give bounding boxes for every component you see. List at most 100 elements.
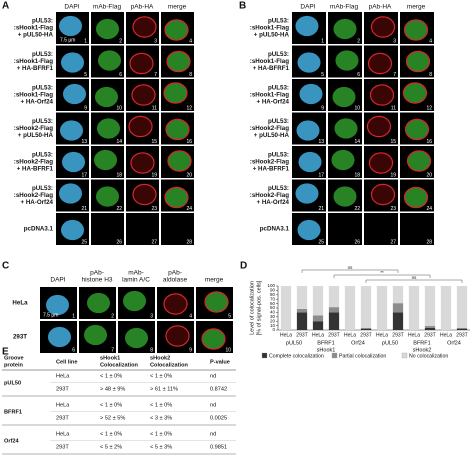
signal-green	[95, 18, 120, 40]
group-label: Orf24	[351, 340, 365, 346]
table-cell: pUL50	[4, 380, 21, 386]
image-number: 23	[151, 206, 157, 212]
bar-segment	[280, 286, 292, 330]
signal-green	[403, 82, 427, 104]
nucleus	[62, 83, 87, 105]
table-cell: < 1 ± 0%	[100, 373, 122, 379]
row-label: + pUL50-HA	[18, 32, 54, 39]
image-number: 14	[116, 139, 122, 145]
image-number: 4	[429, 38, 432, 44]
legend-swatch	[331, 352, 338, 359]
nucleus	[60, 219, 85, 241]
image-number: 8	[429, 72, 432, 78]
nucleus	[58, 183, 83, 204]
y-tick-label: 90	[270, 288, 276, 293]
signal-red	[128, 115, 153, 138]
image-number: 28	[186, 239, 192, 245]
signal-green	[93, 149, 118, 171]
row-label: :sHook2-Flag	[250, 192, 289, 199]
image-number: 10	[116, 105, 122, 111]
bar-segment	[312, 321, 324, 330]
legend-label: Partial colocalization	[339, 353, 386, 359]
table-cell: 293T	[56, 444, 69, 450]
scale-bar-label: 7.5 µm	[43, 312, 58, 318]
image-number: 26	[116, 239, 122, 245]
row-label: :sHook1-Flag	[250, 25, 289, 32]
significance-bracket	[301, 269, 399, 273]
table-cell: HeLa	[56, 373, 70, 379]
table-cell: < 1 ± 0%	[100, 402, 122, 408]
x-tick-label: 293T	[424, 332, 435, 338]
row-label: + HA-Orf24	[21, 99, 54, 106]
signal-green	[166, 51, 191, 72]
row-label: :sHook2-Flag	[250, 159, 289, 166]
row-label: + HA-Orf24	[257, 199, 290, 206]
bar-segment	[424, 286, 436, 327]
signal-red	[132, 183, 157, 206]
signal-red	[164, 186, 189, 209]
micrograph	[400, 213, 434, 245]
y-tick-label: 80	[270, 292, 276, 297]
hook-label: sHook1	[317, 347, 336, 353]
image-number: 23	[390, 206, 396, 212]
table-header: P-value	[210, 359, 230, 365]
signal-green	[334, 118, 358, 139]
image-number: 4	[189, 38, 192, 44]
bar-segment	[392, 312, 404, 330]
row-label: :sHook1-Flag	[14, 58, 53, 65]
signal-red	[404, 118, 430, 141]
row-label: :sHook2-Flag	[250, 125, 289, 132]
group-label: pUL50	[286, 340, 302, 346]
row-label: :sHook2-Flag	[14, 192, 53, 199]
row-label: HeLa	[12, 300, 28, 307]
image-number: 2	[111, 313, 114, 319]
image-number: 13	[81, 139, 87, 145]
table-header: protein	[4, 362, 24, 368]
bar-segment	[424, 327, 436, 330]
signal-red	[403, 186, 429, 209]
image-number: 17	[81, 172, 87, 178]
signal-red	[166, 50, 191, 73]
legend-label: No colocalization	[409, 353, 448, 359]
image-number: 12	[186, 105, 192, 111]
nucleus	[59, 120, 84, 141]
row-label: pUL53:	[32, 51, 53, 58]
row-label: :sHook1-Flag	[14, 92, 53, 99]
image-number: 22	[116, 206, 122, 212]
table-cell: 0.9851	[210, 444, 227, 450]
signal-green	[331, 149, 355, 171]
row-label: pUL53:	[32, 18, 53, 25]
column-header: DAPI	[64, 4, 79, 11]
row-label: pUL53:	[268, 185, 289, 192]
panel-letter: C	[2, 261, 9, 272]
signal-green	[201, 328, 226, 350]
signal-green	[406, 51, 430, 72]
column-header: DAPI	[50, 277, 65, 284]
image-number: 12	[426, 105, 432, 111]
column-header: lamin A/C	[122, 277, 150, 284]
image-number: 26	[354, 239, 360, 245]
bar-segment	[344, 286, 356, 330]
column-header: DAPI	[300, 4, 315, 11]
signal-red	[370, 16, 396, 38]
hook-label: sHook2	[413, 347, 432, 353]
signal-green	[83, 324, 108, 346]
table-cell: < 5 ± 2%	[100, 444, 122, 450]
image-number: 19	[390, 172, 396, 178]
row-label: + HA-BFRF1	[253, 166, 290, 173]
signal-red	[167, 150, 192, 172]
row-label: + HA-BFRF1	[253, 65, 290, 72]
signal-green	[204, 291, 229, 313]
bar-segment	[456, 286, 468, 328]
x-tick-label: 293T	[328, 332, 339, 338]
column-header: merge	[407, 4, 426, 11]
image-number: 18	[116, 172, 122, 178]
table-header: Groove	[4, 355, 24, 361]
bar-segment	[328, 286, 340, 308]
group-label: Orf24	[447, 340, 461, 346]
image-number: 18	[354, 172, 360, 178]
y-tick-label: 0	[272, 327, 275, 332]
column-header: mAb-Flag	[330, 4, 359, 11]
signal-green	[164, 19, 189, 41]
signal-green	[164, 187, 189, 208]
